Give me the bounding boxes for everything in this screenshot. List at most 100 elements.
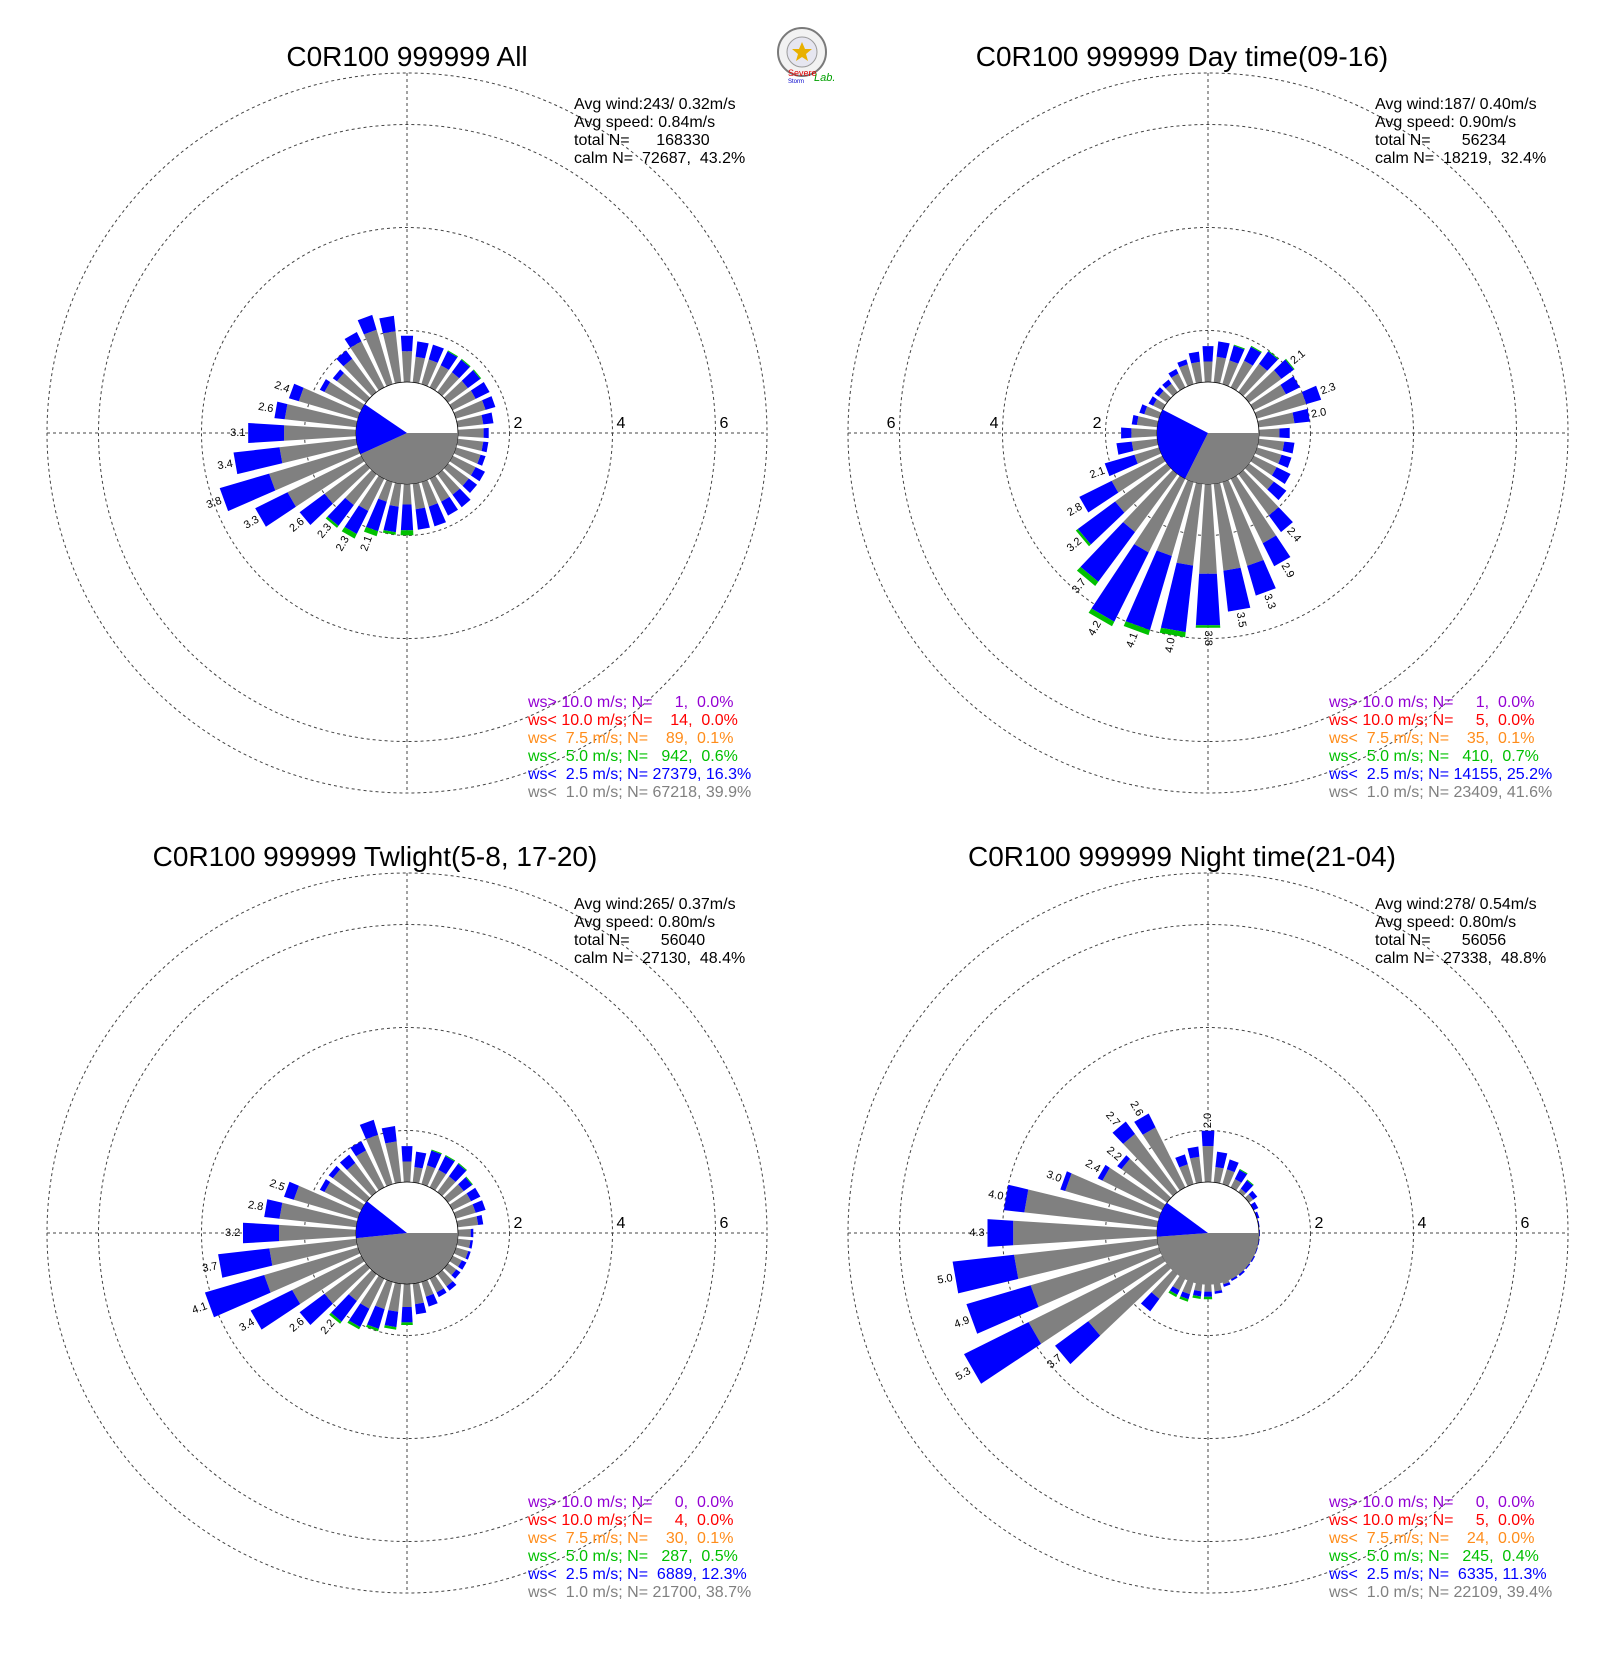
bar-calm-segment [284, 404, 358, 428]
bar-calm-segment [1172, 1275, 1186, 1291]
bar-blue-segment [415, 341, 429, 359]
bar-blue-segment [1226, 1159, 1239, 1173]
bar-blue-segment [381, 1126, 397, 1144]
bar-calm-segment [1158, 390, 1172, 403]
bar-blue-segment [1117, 1155, 1130, 1170]
bar-blue-segment [319, 1179, 331, 1192]
stat-line: calm N= 27130, 48.4% [574, 950, 745, 967]
bar-blue-segment [344, 505, 369, 534]
bar-calm-segment [421, 1279, 434, 1297]
bar-blue-segment [328, 1165, 341, 1179]
bar-blue-segment [1282, 441, 1295, 454]
bar-calm-segment [324, 1263, 371, 1304]
bar-calm-segment [1191, 361, 1203, 384]
bar-calm-segment [1257, 438, 1285, 451]
bar-blue-segment [481, 412, 494, 425]
stat-line: calm N= 27338, 48.8% [1375, 950, 1546, 967]
bar-blue-segment [1254, 1211, 1260, 1219]
bar-blue-segment [1204, 1291, 1212, 1297]
bar-calm-segment [1153, 399, 1166, 411]
bar-green-segment [445, 1155, 456, 1162]
bar-calm-segment [1213, 1282, 1222, 1292]
tick-label: 2 [514, 1215, 523, 1232]
bar-calm-segment [1244, 370, 1282, 403]
bar-value-label: 2.2 [319, 1317, 338, 1336]
legend-entry: ws< 7.5 m/s; N= 89, 0.1% [527, 730, 733, 747]
bar-green-segment [325, 516, 339, 528]
bar-calm-segment [443, 1263, 457, 1276]
bar-green-segment [431, 1149, 442, 1155]
bar-blue-segment [327, 497, 354, 526]
bar-green-segment [1159, 627, 1186, 638]
bar-value-label: 3.5 [1234, 611, 1248, 628]
logo-text-storm: Storm [788, 79, 804, 85]
bar-blue-segment [1250, 1201, 1259, 1211]
calm-blue-sector [356, 1201, 407, 1239]
bar-value-label: 2.6 [287, 1316, 306, 1335]
bar-calm-segment [449, 1255, 462, 1267]
bar-value-label: 2.4 [273, 379, 291, 396]
wind-rose-panel: C0R100 999999 All 2 4 6 2.1 2.32.3 2.6 3.3 3.8 3.… [46, 41, 768, 801]
stat-line: Avg wind:187/ 0.40m/s [1375, 96, 1537, 113]
bar-blue-segment [1104, 454, 1138, 477]
bar-blue-segment [1240, 1180, 1254, 1194]
bar-calm-segment [453, 1247, 469, 1259]
bar-calm-segment [449, 390, 476, 411]
bar-calm-segment [443, 1184, 464, 1203]
bar-calm-segment [1182, 1279, 1194, 1295]
bar-blue-segment [359, 1119, 379, 1140]
bar-blue-segment [465, 1251, 471, 1260]
bar-blue-segment [466, 1187, 481, 1202]
bar-blue-segment [1160, 562, 1194, 633]
bar-blue-segment [332, 369, 344, 382]
bar-calm-segment [350, 341, 385, 391]
bar-value-label: 4.1 [1124, 631, 1141, 649]
bar-value-label: 3.7 [201, 1260, 218, 1274]
bar-green-segment [1285, 358, 1295, 370]
bar-blue-segment [1140, 1292, 1160, 1312]
wind-rose-panel: C0R100 999999 Day time(09-16) 2 4 6 2.1 2.3 2.… [847, 41, 1569, 801]
bar-blue-segment [476, 1215, 484, 1225]
bar-calm-segment [1194, 1282, 1203, 1292]
bar-blue-segment [204, 1275, 271, 1318]
bar-green-segment [1123, 621, 1150, 636]
bar-calm-segment [401, 351, 413, 383]
tick-label: 6 [720, 415, 729, 432]
bar-calm-segment [1190, 1156, 1203, 1184]
bar-calm-segment [1121, 1158, 1172, 1203]
bar-calm-segment [456, 1238, 471, 1248]
bar-calm-segment [1238, 363, 1268, 397]
bar-value-label: 2.6 [257, 401, 274, 415]
bar-calm-segment [412, 482, 425, 510]
bar-blue-segment [1201, 1130, 1215, 1147]
tick-label: 4 [990, 415, 999, 432]
tick-label: 6 [1521, 1215, 1530, 1232]
bar-green-segment [461, 358, 471, 367]
stat-line: total N= 56040 [574, 932, 705, 949]
legend-entry: ws< 10.0 m/s; N= 5, 0.0% [1328, 1512, 1534, 1529]
bar-green-segment [465, 1176, 473, 1185]
bar-blue-segment [1125, 550, 1172, 631]
bar-blue-segment [415, 507, 430, 530]
bar-calm-segment [389, 482, 402, 507]
bar-blue-segment [1195, 573, 1221, 626]
bar-calm-segment [1204, 1283, 1212, 1292]
bar-green-segment [366, 1324, 379, 1332]
bar-blue-segment [1131, 415, 1139, 425]
bar-blue-segment [1162, 379, 1172, 389]
bar-blue-segment [462, 478, 478, 493]
bar-blue-segment [472, 1200, 486, 1213]
bar-blue-segment [1259, 351, 1278, 371]
bar-blue-segment [264, 1199, 283, 1219]
stat-line: calm N= 18219, 32.4% [1375, 150, 1546, 167]
panel-title: C0R100 999999 Night time(21-04) [968, 841, 1396, 872]
bar-calm-segment [1244, 463, 1274, 490]
bar-blue-segment [446, 1281, 457, 1291]
bar-calm-segment [382, 331, 402, 384]
stat-line: Avg speed: 0.84m/s [574, 114, 715, 131]
bar-blue-segment [440, 351, 458, 370]
bar-value-label: 4.0 [987, 1188, 1004, 1202]
severe-storm-lab-logo: Severe Storm Lab. [777, 27, 835, 85]
bar-green-segment [1088, 608, 1115, 627]
bar-value-label: 3.3 [242, 514, 261, 532]
